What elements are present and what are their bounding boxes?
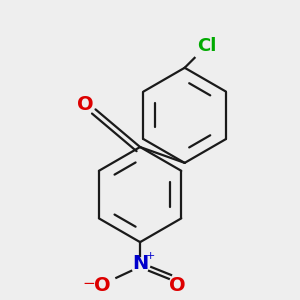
Text: O: O: [169, 276, 186, 295]
Text: O: O: [77, 95, 94, 114]
Text: +: +: [145, 251, 155, 261]
Text: O: O: [94, 276, 111, 295]
Text: −: −: [82, 276, 95, 291]
Text: N: N: [132, 254, 148, 273]
Text: Cl: Cl: [197, 37, 216, 55]
